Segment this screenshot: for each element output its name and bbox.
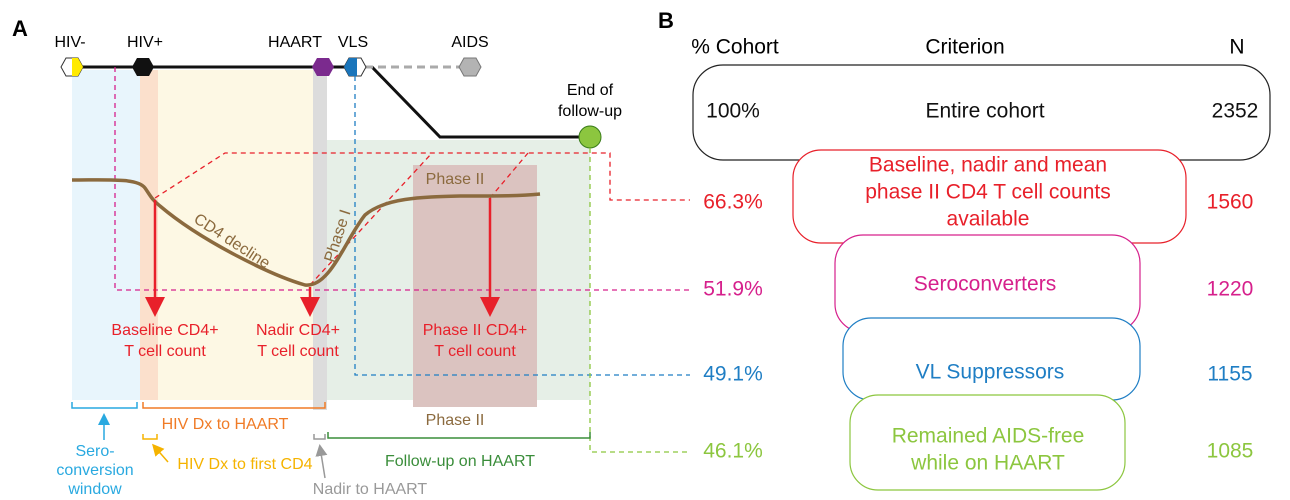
measure-label: Baseline CD4+ xyxy=(111,322,218,339)
measure-label: T cell count xyxy=(124,343,206,360)
interval-label: HIV Dx to first CD4 xyxy=(177,456,312,473)
interval-label: HIV Dx to HAART xyxy=(162,416,289,433)
measure-label: T cell count xyxy=(257,343,339,360)
arrow xyxy=(152,443,169,463)
percent: 49.1% xyxy=(703,363,763,386)
interval-label: window xyxy=(67,481,122,498)
dx-haart-band xyxy=(158,70,316,400)
criterion-box xyxy=(849,394,1126,491)
hexagon-half xyxy=(344,58,357,76)
panel-label: A xyxy=(12,16,28,41)
criterion: Baseline, nadir and mean xyxy=(869,154,1107,177)
first-cd4-band xyxy=(140,70,158,400)
criterion: Remained AIDS-free xyxy=(892,425,1085,448)
percent: 100% xyxy=(706,100,760,123)
end-label: follow-up xyxy=(558,103,622,120)
event-label: HIV+ xyxy=(127,34,163,51)
column-header: Criterion xyxy=(925,36,1004,59)
count: 1085 xyxy=(1207,440,1254,463)
cd4-curve xyxy=(71,178,541,287)
end-label: End of xyxy=(567,82,614,99)
arrow xyxy=(315,444,328,479)
seroconversion-band xyxy=(72,70,140,400)
measure-label: T cell count xyxy=(434,343,516,360)
criterion: available xyxy=(947,208,1030,231)
criterion: VL Suppressors xyxy=(916,361,1065,384)
bracket xyxy=(71,402,138,409)
bracket xyxy=(313,434,326,440)
measure-label: Nadir CD4+ xyxy=(256,322,340,339)
curve-label: Phase II xyxy=(426,171,485,188)
phase-2-band xyxy=(413,165,537,407)
hexagon xyxy=(132,58,154,76)
criterion: Seroconverters xyxy=(914,273,1056,296)
column-header: N xyxy=(1229,36,1244,59)
red-connector xyxy=(154,152,690,201)
hexagon xyxy=(312,58,334,76)
bracket xyxy=(142,434,158,440)
red-connector xyxy=(309,152,433,286)
event-label: HIV- xyxy=(54,34,85,51)
hexagon xyxy=(458,57,482,77)
panel-a: A HIV- HIV+ HAART VLS AIDS End of follow… xyxy=(12,16,690,498)
interval-label: conversion xyxy=(56,462,133,479)
percent: 46.1% xyxy=(703,440,763,463)
event-label: AIDS xyxy=(451,34,488,51)
criterion: while on HAART xyxy=(910,452,1065,475)
criterion: Entire cohort xyxy=(925,100,1044,123)
criterion-box xyxy=(842,317,1141,401)
end-marker xyxy=(578,125,602,149)
panel-label: B xyxy=(658,8,674,33)
percent: 51.9% xyxy=(703,278,763,301)
count: 1155 xyxy=(1207,363,1252,386)
interval-label: Phase II xyxy=(426,412,485,429)
magenta-connector xyxy=(114,67,690,291)
criterion: phase II CD4 T cell counts xyxy=(865,181,1111,204)
interval-label: Nadir to HAART xyxy=(313,481,428,498)
count: 2352 xyxy=(1212,100,1259,123)
interval-label: Follow-up on HAART xyxy=(385,453,535,470)
panel-b: B % Cohort Criterion N 100% Entire cohor… xyxy=(658,8,1271,491)
hexagon-half xyxy=(72,58,83,76)
bracket xyxy=(142,402,326,409)
event-label: VLS xyxy=(338,34,368,51)
measure-label: Phase II CD4+ xyxy=(423,322,528,339)
count: 1220 xyxy=(1207,278,1254,301)
percent: 66.3% xyxy=(703,191,763,214)
count: 1560 xyxy=(1207,191,1254,214)
blue-connector xyxy=(354,76,690,376)
timeline-end xyxy=(370,65,590,139)
event-label: HAART xyxy=(268,34,322,51)
green-connector xyxy=(589,148,690,453)
bracket xyxy=(327,432,591,439)
red-connector xyxy=(489,152,529,199)
column-header: % Cohort xyxy=(691,36,779,59)
nadir-band xyxy=(313,70,327,410)
interval-label: Sero- xyxy=(75,443,114,460)
